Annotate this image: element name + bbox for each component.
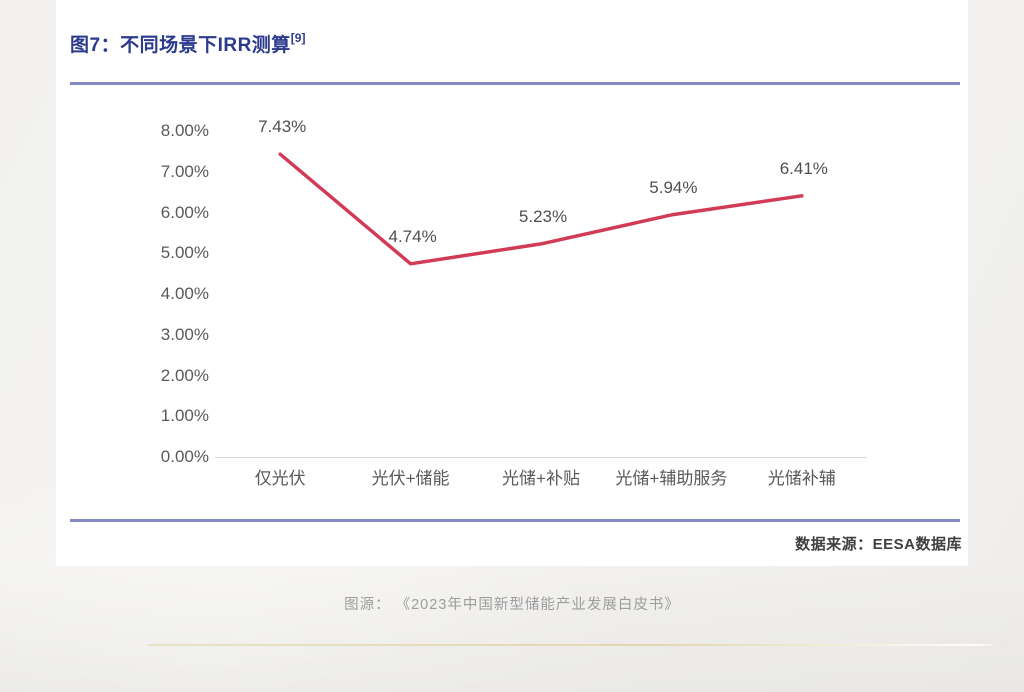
x-axis-category-label: 光伏+储能 [371, 469, 450, 488]
watermark-gold-line [148, 644, 1004, 646]
bottom-divider [70, 519, 960, 522]
chart-title-footnote-ref: [9] [290, 30, 306, 45]
y-axis-tick-label: 3.00% [160, 324, 209, 344]
data-point-label: 4.74% [388, 226, 437, 246]
chart-title-text: 图7：不同场景下IRR测算 [70, 35, 291, 56]
watermark-haze [0, 560, 1024, 692]
y-axis-tick-label: 2.00% [160, 365, 209, 385]
x-axis-category-label: 仅光伏 [254, 469, 306, 488]
y-axis-tick-label: 8.00% [160, 121, 209, 140]
x-axis-category-label: 光储+补贴 [502, 469, 580, 488]
y-axis-tick-label: 5.00% [160, 243, 209, 263]
data-point-label: 6.41% [779, 158, 828, 178]
y-axis-tick-label: 7.00% [160, 161, 209, 181]
x-axis-line [215, 457, 867, 458]
data-point-label: 7.43% [258, 117, 307, 137]
data-source-note: 数据来源：EESA数据库 [795, 536, 962, 553]
figure-caption: 图源： 《2023年中国新型储能产业发展白皮书》 [344, 597, 680, 613]
top-divider [70, 82, 960, 85]
y-axis-tick-label: 1.00% [160, 406, 209, 426]
y-axis-tick-label: 6.00% [160, 202, 209, 222]
y-axis-tick-label: 0.00% [160, 447, 209, 466]
irr-line-chart: 8.00% 7.00% 6.00% 5.00% 4.00% 3.00% 2.00% 1.00%… [56, 0, 968, 566]
data-point-label: 5.23% [518, 206, 568, 226]
chart-title: 图7：不同场景下IRR测算[9] [70, 30, 305, 57]
chart-card: 图7：不同场景下IRR测算[9] 8.00% 7.00% 6.00% 5.00% 4.0… [56, 0, 968, 566]
irr-trend-line [278, 152, 804, 266]
x-axis-category-label: 光储补辅 [767, 469, 836, 488]
x-axis-category-label: 光储+辅助服务 [615, 469, 728, 488]
y-axis-tick-label: 4.00% [160, 284, 209, 303]
trend-line-svg [278, 152, 804, 266]
data-point-label: 5.94% [649, 177, 698, 197]
